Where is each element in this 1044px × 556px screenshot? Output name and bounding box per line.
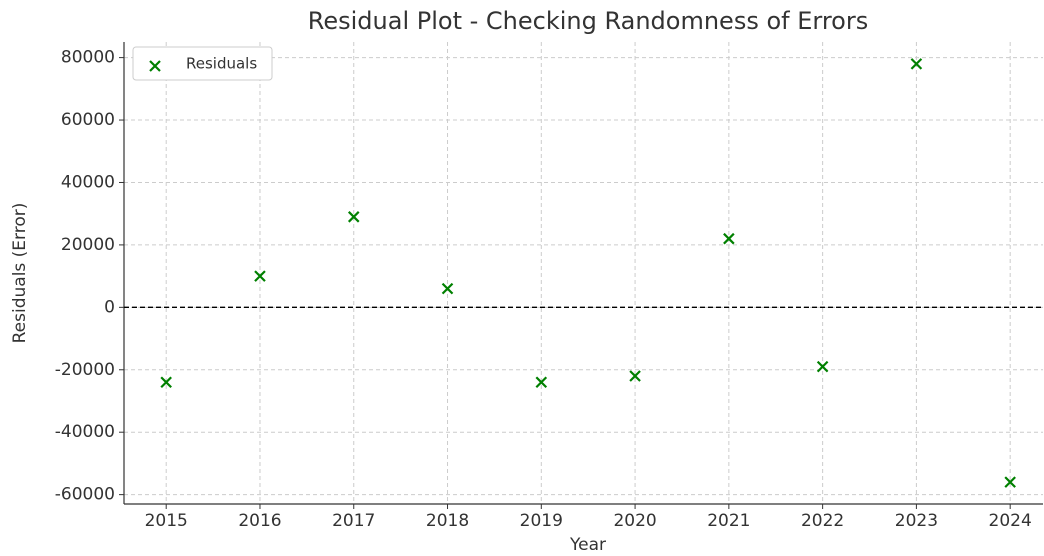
legend-marker [149, 60, 161, 72]
y-axis-label: Residuals (Error) [10, 203, 30, 344]
x-tick-label: 2018 [426, 511, 469, 531]
x-tick-label: 2024 [989, 511, 1032, 531]
scatter-point [723, 232, 735, 245]
y-tick-label: 40000 [61, 172, 115, 192]
scatter-point [254, 270, 266, 282]
y-tick-label: -20000 [55, 360, 115, 380]
y-tick-label: 60000 [61, 110, 115, 130]
y-tick-label: 0 [104, 297, 115, 317]
scatter-point [160, 376, 172, 389]
legend-label: Residuals [186, 55, 257, 73]
x-tick-label: 2023 [895, 511, 938, 531]
scatter-point [347, 211, 360, 223]
scatter-point [816, 360, 829, 373]
x-tick-label: 2020 [613, 511, 656, 531]
x-tick-label: 2021 [707, 511, 750, 531]
x-axis-label: Year [569, 535, 606, 555]
y-tick-label: -60000 [55, 485, 115, 505]
legend-box [132, 46, 273, 81]
x-tick-label: 2017 [332, 511, 375, 531]
y-tick-label: 20000 [61, 235, 115, 255]
scatter-point [441, 282, 454, 295]
scatter-point [535, 376, 548, 389]
x-tick-label: 2016 [238, 511, 281, 531]
scatter-point [910, 58, 923, 70]
x-tick-label: 2022 [801, 511, 844, 531]
y-tick-label: 80000 [61, 48, 115, 68]
scatter-point [629, 370, 641, 382]
x-tick-label: 2015 [145, 511, 188, 531]
chart-title: Residual Plot - Checking Randomness of E… [308, 7, 868, 35]
scatter-point [1004, 476, 1016, 488]
y-tick-label: -40000 [55, 422, 115, 442]
x-tick-label: 2019 [520, 511, 563, 531]
